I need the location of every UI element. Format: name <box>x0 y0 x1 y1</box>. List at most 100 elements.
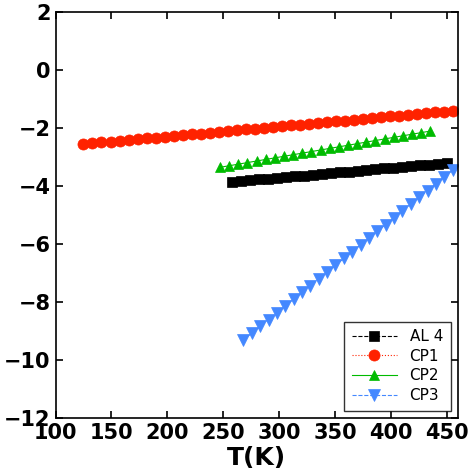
CP3 <box>274 310 280 316</box>
CP2 <box>245 160 250 165</box>
CP2 <box>400 133 406 139</box>
CP1 <box>315 120 320 126</box>
CP1 <box>198 131 203 137</box>
CP1 <box>324 119 329 125</box>
CP1 <box>279 123 284 129</box>
CP1 <box>243 127 248 132</box>
Line: AL 4: AL 4 <box>228 158 452 187</box>
AL 4 <box>238 178 244 184</box>
CP3 <box>341 255 346 261</box>
CP1 <box>369 115 374 121</box>
AL 4 <box>444 160 450 166</box>
CP3 <box>374 228 380 234</box>
CP2 <box>290 152 296 157</box>
CP1 <box>216 129 221 135</box>
CP2 <box>309 149 314 155</box>
AL 4 <box>417 163 423 168</box>
AL 4 <box>346 169 351 174</box>
CP1 <box>396 113 401 118</box>
CP2 <box>345 142 351 148</box>
AL 4 <box>400 164 405 170</box>
CP1 <box>171 133 176 139</box>
CP2 <box>300 150 305 156</box>
CP2 <box>226 163 232 169</box>
AL 4 <box>328 170 334 176</box>
CP3 <box>349 249 355 255</box>
CP1 <box>261 125 266 131</box>
CP1 <box>144 136 149 141</box>
CP3 <box>266 317 272 322</box>
CP3 <box>425 188 430 193</box>
CP2 <box>236 161 241 167</box>
CP1 <box>117 138 122 144</box>
CP1 <box>414 111 419 117</box>
CP3 <box>383 222 389 228</box>
CP1 <box>126 137 131 143</box>
AL 4 <box>229 179 235 185</box>
CP2 <box>364 139 369 145</box>
CP2 <box>428 128 433 134</box>
CP2 <box>263 156 269 162</box>
CP3 <box>249 330 255 336</box>
AL 4 <box>301 173 307 178</box>
CP1 <box>153 135 158 140</box>
CP1 <box>360 116 365 122</box>
CP3 <box>433 181 439 187</box>
CP1 <box>270 124 275 130</box>
AL 4 <box>391 165 396 171</box>
CP1 <box>207 130 212 136</box>
CP1 <box>342 118 347 123</box>
CP1 <box>81 141 86 147</box>
CP1 <box>180 132 185 138</box>
CP2 <box>281 154 287 159</box>
AL 4 <box>274 175 280 181</box>
CP1 <box>405 112 410 118</box>
Line: CP2: CP2 <box>215 126 435 172</box>
CP3 <box>299 290 305 295</box>
AL 4 <box>256 177 262 182</box>
CP2 <box>354 141 360 146</box>
AL 4 <box>409 163 414 169</box>
CP3 <box>308 283 313 289</box>
CP1 <box>135 137 140 142</box>
CP3 <box>400 208 405 214</box>
AL 4 <box>426 162 432 167</box>
CP1 <box>99 140 104 146</box>
CP2 <box>373 137 378 143</box>
CP3 <box>241 337 246 343</box>
CP3 <box>257 323 263 329</box>
Line: CP1: CP1 <box>78 105 458 150</box>
AL 4 <box>337 170 343 175</box>
CP1 <box>288 123 293 128</box>
CP2 <box>327 146 333 151</box>
CP2 <box>418 130 424 136</box>
AL 4 <box>373 166 378 172</box>
CP2 <box>409 131 415 137</box>
CP1 <box>162 134 167 140</box>
AL 4 <box>292 173 298 179</box>
CP3 <box>283 303 288 309</box>
CP1 <box>252 126 257 131</box>
CP1 <box>378 114 383 120</box>
CP1 <box>234 128 239 133</box>
CP3 <box>408 201 414 207</box>
CP2 <box>336 144 342 150</box>
CP1 <box>432 109 438 115</box>
CP3 <box>358 242 364 248</box>
AL 4 <box>435 161 441 166</box>
CP3 <box>416 194 422 200</box>
CP1 <box>351 117 356 123</box>
AL 4 <box>319 171 325 177</box>
AL 4 <box>265 176 271 182</box>
CP2 <box>318 147 323 153</box>
AL 4 <box>310 172 316 178</box>
CP3 <box>291 296 297 302</box>
Line: CP3: CP3 <box>238 164 458 346</box>
CP1 <box>108 139 113 145</box>
CP1 <box>306 121 311 127</box>
AL 4 <box>382 165 387 171</box>
CP3 <box>391 215 397 220</box>
AL 4 <box>364 167 369 173</box>
CP3 <box>366 235 372 241</box>
CP1 <box>90 140 95 146</box>
